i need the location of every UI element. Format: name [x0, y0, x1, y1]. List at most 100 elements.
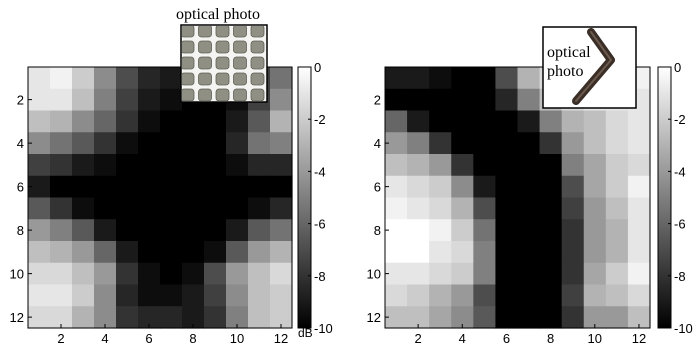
cell-r3-c1 [385, 110, 408, 133]
cell-r6-c2 [407, 175, 430, 199]
cell-r12-c2 [407, 306, 430, 329]
mesh-photo [182, 26, 266, 101]
cell-r7-c7 [160, 197, 183, 220]
cell-r3-c4 [94, 110, 117, 133]
mesh-cell [233, 72, 247, 86]
cell-r6-c3 [429, 175, 452, 199]
cell-r7-c8 [539, 197, 563, 220]
cell-r11-c12 [270, 284, 293, 307]
cell-r8-c2 [407, 219, 430, 242]
mesh-cell [198, 40, 212, 54]
cell-r2-c5 [116, 88, 139, 112]
mesh-cell [182, 88, 195, 101]
cell-r10-c8 [539, 262, 563, 286]
cell-r3-c1 [28, 110, 51, 133]
cell-r4-c4 [451, 132, 474, 155]
cell-r11-c3 [72, 284, 95, 307]
cell-r11-c2 [407, 284, 430, 307]
mesh-cell [198, 26, 212, 38]
cell-r11-c1 [385, 284, 408, 307]
colorbar-tick-label: -10 [314, 321, 333, 336]
cell-r3-c12 [627, 110, 651, 133]
cell-r4-c11 [248, 132, 271, 155]
cell-r6-c11 [605, 175, 629, 199]
right-colorbar-ticks: 0 -2 -4 -6 -8 -10 [668, 60, 693, 336]
cell-r3-c12 [270, 110, 293, 133]
y-tick-label: 10 [10, 267, 24, 282]
cell-r7-c2 [50, 197, 73, 220]
x-tick-label: 10 [588, 331, 602, 346]
colorbar-tick-label: -6 [314, 217, 326, 232]
cell-r12-c10 [583, 306, 607, 329]
cell-r9-c7 [517, 241, 541, 264]
cell-r3-c9 [561, 110, 585, 133]
cell-r8-c1 [28, 219, 51, 242]
cell-r8-c12 [270, 219, 293, 242]
mesh-cell [215, 88, 230, 101]
cell-r6-c5 [473, 175, 497, 199]
cell-r10-c12 [270, 262, 293, 286]
mesh-cell [215, 72, 230, 86]
cell-r9-c8 [182, 241, 205, 264]
cell-r5-c8 [539, 154, 563, 177]
cell-r2-c4 [451, 88, 474, 112]
cell-r12-c9 [561, 306, 585, 329]
cell-r9-c2 [50, 241, 73, 264]
cell-r2-c2 [50, 88, 73, 112]
cell-r11-c6 [138, 284, 161, 307]
mesh-cell [250, 88, 265, 101]
cell-r9-c12 [270, 241, 293, 264]
cell-r10-c1 [28, 262, 51, 286]
left-inset-label: optical photo [176, 6, 260, 23]
cell-r2-c3 [72, 88, 95, 112]
cell-r5-c12 [270, 154, 293, 177]
cell-r10-c9 [204, 262, 227, 286]
cell-r11-c9 [204, 284, 227, 307]
cell-r7-c1 [28, 197, 51, 220]
cell-r2-c5 [473, 88, 497, 112]
left-heatmap-panel: 2 4 6 8 10 12 2 4 6 8 10 12 [10, 66, 293, 346]
cell-r11-c5 [116, 284, 139, 307]
mesh-cell [198, 56, 212, 70]
cell-r5-c3 [429, 154, 452, 177]
cell-r8-c10 [226, 219, 249, 242]
cell-r10-c7 [160, 262, 183, 286]
cell-r2-c4 [94, 88, 117, 112]
cell-r10-c11 [605, 262, 629, 286]
cell-r6-c2 [50, 175, 73, 199]
cell-r6-c10 [226, 175, 249, 199]
mesh-cell [233, 56, 247, 70]
left-colorbar-gradient [297, 66, 312, 329]
x-tick-label: 8 [189, 331, 196, 346]
y-tick-label: 6 [374, 180, 381, 195]
cell-r7-c5 [116, 197, 139, 220]
cell-r6-c12 [270, 175, 293, 199]
y-tick-label: 10 [367, 267, 381, 282]
cell-r9-c12 [627, 241, 651, 264]
cell-r4-c7 [160, 132, 183, 155]
cell-r11-c11 [248, 284, 271, 307]
cell-r5-c5 [473, 154, 497, 177]
mesh-cell [250, 56, 265, 70]
colorbar-tick-label: -2 [314, 112, 326, 127]
cell-r5-c3 [72, 154, 95, 177]
mesh-cell [182, 72, 195, 86]
cell-r11-c12 [627, 284, 651, 307]
cell-r10-c3 [429, 262, 452, 286]
cell-r9-c6 [495, 241, 519, 264]
colorbar-tick-label: -4 [314, 164, 326, 179]
x-tick-label: 4 [459, 331, 466, 346]
cell-r1-c6 [495, 67, 519, 90]
mesh-cell [250, 26, 265, 38]
y-tick-label: 12 [367, 310, 381, 325]
cell-r7-c6 [138, 197, 161, 220]
cell-r12-c4 [94, 306, 117, 329]
left-colorbar-unit: dB [298, 326, 313, 340]
cell-r3-c3 [429, 110, 452, 133]
cell-r3-c6 [495, 110, 519, 133]
cell-r10-c1 [385, 262, 408, 286]
cell-r12-c9 [204, 306, 227, 329]
cell-r11-c10 [226, 284, 249, 307]
cell-r8-c11 [248, 219, 271, 242]
cell-r9-c11 [605, 241, 629, 264]
